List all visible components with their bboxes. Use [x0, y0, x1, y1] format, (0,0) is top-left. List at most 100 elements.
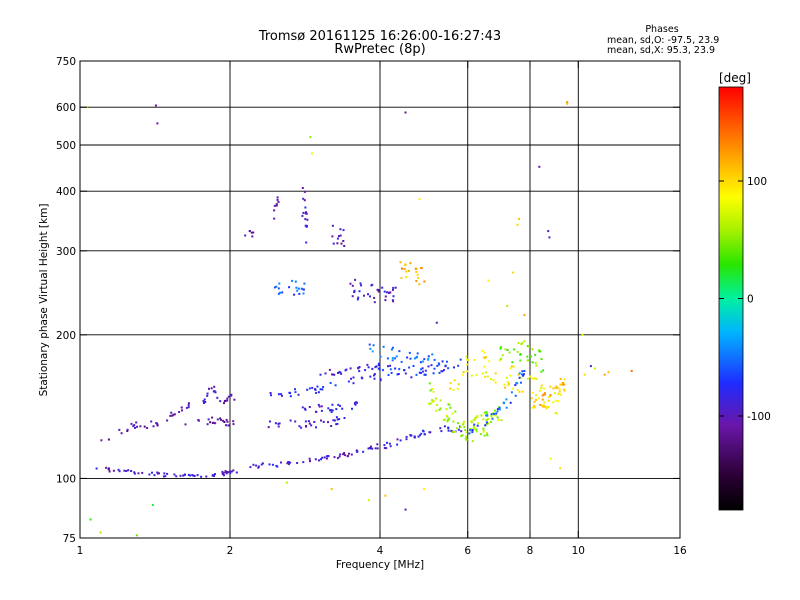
trace-point: [250, 231, 253, 234]
trace-point: [360, 284, 363, 287]
trace-point: [225, 424, 227, 427]
trace-point: [323, 456, 326, 459]
trace-point: [277, 393, 280, 396]
trace-point: [449, 387, 452, 390]
trace-point: [219, 417, 222, 420]
trace-point: [187, 402, 190, 405]
trace-point: [439, 427, 442, 430]
trace-point: [511, 361, 514, 364]
scatter-point: [630, 369, 633, 372]
trace-point: [279, 393, 282, 396]
trace-point: [473, 423, 476, 426]
trace-point: [385, 447, 388, 450]
trace-point: [401, 267, 403, 270]
trace-point: [459, 426, 462, 428]
scatter-point: [156, 122, 159, 125]
trace-point: [500, 357, 503, 360]
scatter-point: [330, 488, 333, 490]
trace-point: [335, 423, 338, 426]
trace-point: [464, 429, 467, 431]
trace-point: [500, 419, 503, 422]
trace-point: [289, 395, 292, 398]
trace-point: [206, 423, 209, 426]
trace-point: [421, 429, 424, 432]
trace-point: [517, 342, 520, 344]
trace-point: [427, 355, 430, 358]
x-tick-label: 16: [673, 545, 687, 557]
trace-point: [453, 366, 455, 369]
trace-point: [397, 373, 400, 375]
trace-point: [439, 407, 442, 410]
trace-point: [331, 235, 334, 238]
trace-point: [306, 388, 309, 391]
trace-point: [227, 471, 229, 474]
scatter-point: [310, 152, 313, 155]
trace-point: [490, 413, 493, 416]
trace-point: [164, 475, 167, 478]
trace-point: [249, 230, 251, 233]
trace-point: [450, 429, 453, 432]
trace-point: [197, 419, 200, 421]
trace-point: [368, 343, 371, 346]
trace-point: [300, 426, 303, 429]
trace-point: [316, 385, 319, 388]
trace-point: [343, 452, 346, 454]
trace-point: [277, 292, 280, 295]
trace-point: [209, 421, 212, 424]
trace-point: [214, 473, 216, 476]
trace-point: [410, 376, 413, 379]
trace-point: [293, 293, 296, 296]
trace-point: [297, 287, 300, 290]
trace-point: [337, 403, 340, 406]
trace-point: [526, 355, 529, 358]
trace-point: [420, 267, 423, 270]
trace-point: [369, 375, 372, 378]
x-axis-label: Frequency [MHz]: [336, 559, 424, 571]
trace-point: [531, 391, 534, 394]
trace-point: [281, 394, 283, 397]
trace-point: [270, 394, 272, 397]
trace-point: [406, 356, 409, 359]
trace-point: [223, 421, 226, 423]
trace-point: [514, 394, 517, 397]
trace-point: [517, 373, 520, 376]
trace-point: [438, 363, 441, 366]
trace-point: [431, 401, 434, 403]
trace-point: [212, 390, 215, 393]
trace-point: [399, 261, 402, 264]
trace-point: [490, 421, 492, 423]
trace-point: [205, 475, 208, 478]
trace-point: [257, 465, 260, 468]
trace-point: [390, 348, 393, 351]
trace-point: [273, 286, 276, 289]
trace-point: [505, 398, 508, 401]
scatter-point: [593, 367, 596, 370]
trace-point: [338, 455, 341, 458]
trace-point: [496, 416, 499, 419]
trace-point: [301, 187, 304, 189]
trace-point: [371, 350, 374, 353]
trace-point: [118, 428, 121, 431]
trace-point: [544, 392, 546, 394]
trace-point: [203, 398, 206, 401]
trace-point: [476, 416, 479, 419]
trace-point: [415, 280, 418, 282]
y-tick-label: 300: [56, 246, 76, 258]
trace-point: [251, 235, 254, 238]
trace-point: [533, 377, 536, 380]
trace-point: [353, 402, 356, 405]
trace-point: [537, 397, 540, 400]
trace-point: [310, 424, 313, 427]
trace-point: [336, 418, 339, 421]
trace-point: [556, 386, 559, 389]
trace-point: [369, 295, 371, 298]
trace-point: [287, 463, 290, 466]
trace-point: [504, 386, 507, 389]
trace-point: [354, 278, 357, 281]
y-tick-label: 200: [56, 330, 76, 342]
trace-point: [362, 450, 365, 453]
trace-point: [332, 419, 335, 422]
scatter-point: [404, 111, 407, 114]
trace-point: [367, 447, 370, 450]
trace-point: [483, 365, 486, 368]
